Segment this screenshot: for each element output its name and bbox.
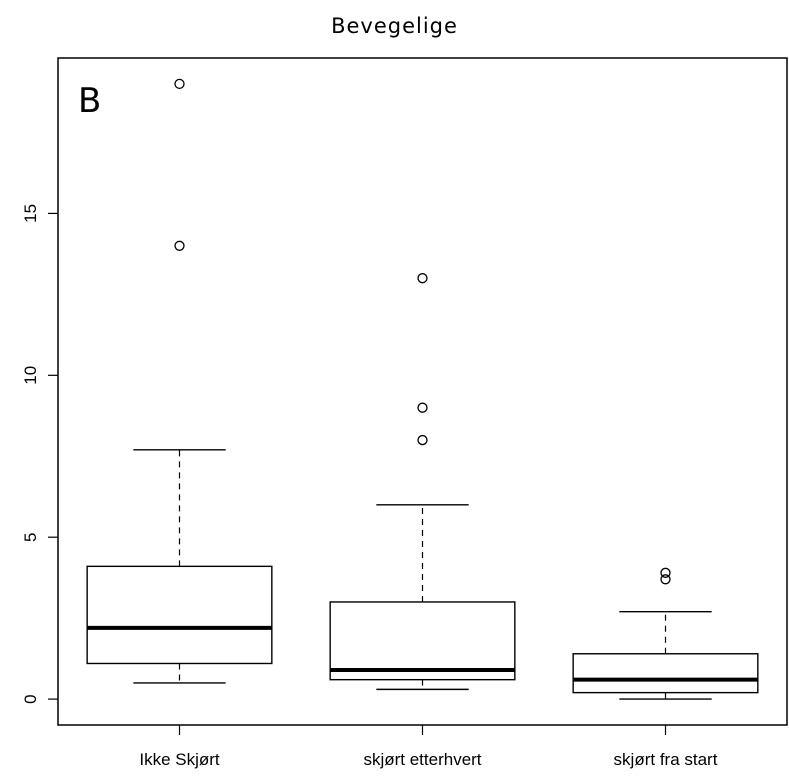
y-tick-label-2: 10: [21, 366, 40, 385]
outlier-2-1: [660, 567, 671, 578]
x-axis: Ikke Skjørt skjørt etterhvert skjørt fra s…: [139, 725, 718, 769]
box-0: [86, 565, 273, 665]
outlier-0-0: [174, 240, 185, 251]
box-group-2: [572, 567, 759, 700]
chart-title: Bevegelige: [331, 14, 458, 38]
y-tick-label-0: 0: [21, 694, 40, 703]
box-1: [329, 601, 516, 681]
x-tick-label-2: skjørt fra start: [614, 750, 718, 769]
outlier-1-1: [417, 402, 428, 413]
x-tick-label-1: skjørt etterhvert: [363, 750, 481, 769]
box-group-1: [329, 273, 516, 691]
y-tick-label-3: 15: [21, 204, 40, 223]
outlier-1-0: [417, 434, 428, 446]
panel-label: B: [78, 81, 101, 121]
boxes: [86, 78, 759, 700]
outlier-2-0: [660, 574, 671, 585]
outlier-0-1: [174, 78, 185, 90]
box-2: [572, 653, 759, 694]
outlier-1-2: [417, 273, 428, 284]
y-tick-label-1: 5: [21, 532, 40, 541]
box-group-0: [86, 78, 273, 684]
y-axis: 0 5 10 15: [21, 204, 58, 704]
x-tick-label-0: Ikke Skjørt: [139, 750, 220, 769]
